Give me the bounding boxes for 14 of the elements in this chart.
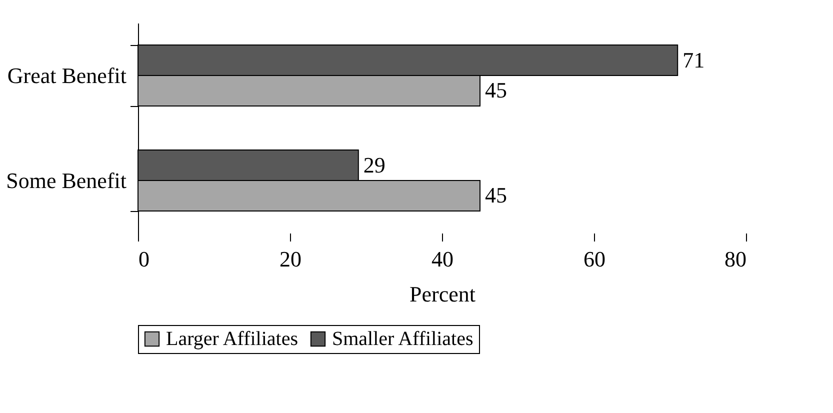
x-tick-label: 80 (724, 246, 746, 272)
y-tick-label: Some Benefit (6, 168, 126, 193)
legend-label: Smaller Affiliates (332, 328, 474, 350)
data-label: 45 (485, 182, 507, 208)
x-tick-label: 40 (432, 246, 454, 272)
legend-label: Larger Affiliates (166, 328, 298, 350)
x-tick-label: 20 (280, 246, 302, 272)
data-label: 29 (363, 152, 386, 178)
x-axis-title: Percent (410, 282, 476, 306)
y-tick-label: Great Benefit (7, 63, 126, 88)
x-tick-label: 60 (584, 246, 606, 272)
x-tick-label: 0 (138, 246, 150, 272)
data-label: 71 (682, 47, 705, 72)
data-label: 45 (485, 78, 507, 103)
